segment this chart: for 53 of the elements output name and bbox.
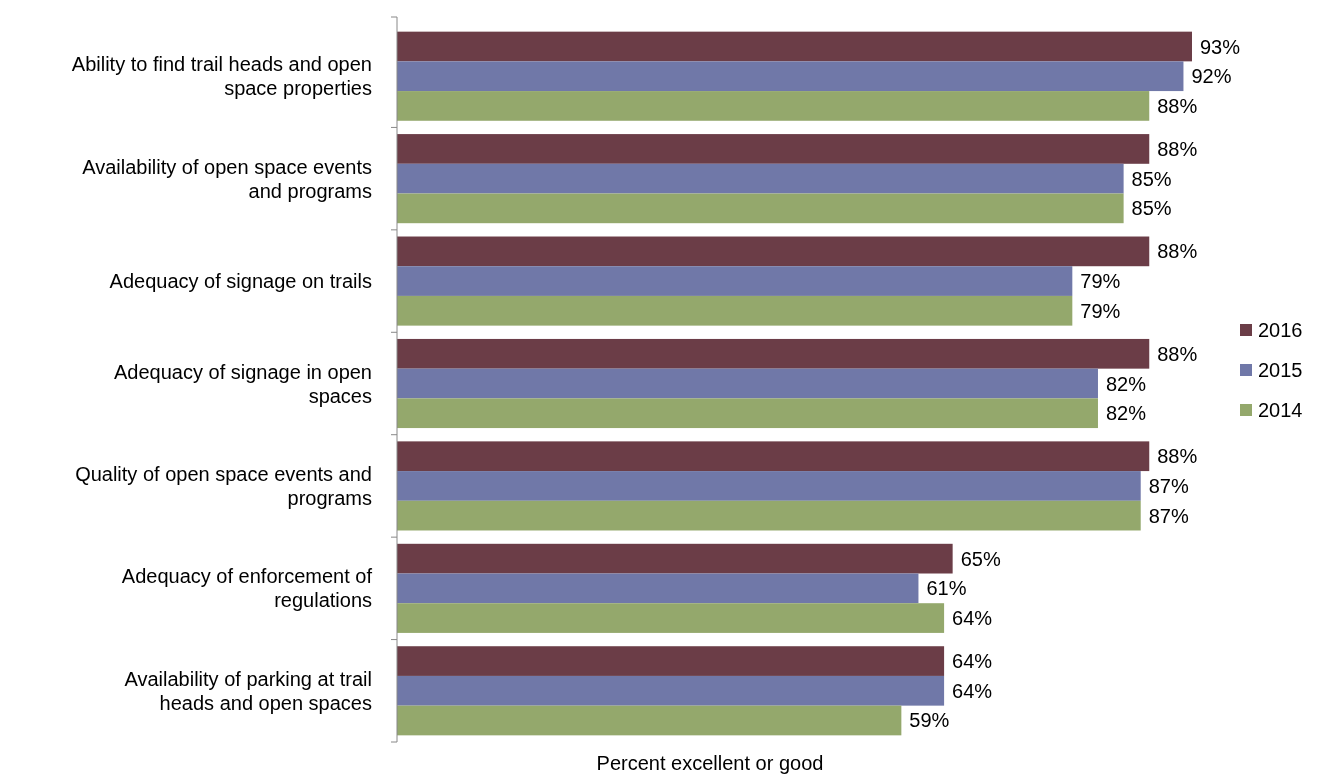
bar <box>397 134 1150 164</box>
data-label: 88% <box>1157 94 1198 117</box>
bar <box>397 31 1192 62</box>
bar <box>397 236 1150 267</box>
data-label: 88% <box>1157 240 1198 263</box>
legend-label: 2016 <box>1258 319 1303 341</box>
data-label: 85% <box>1131 167 1172 190</box>
bar <box>397 368 1098 399</box>
data-label: 64% <box>952 679 993 702</box>
legend-label: 2014 <box>1258 399 1303 421</box>
bar <box>397 61 1184 92</box>
bar <box>397 646 945 676</box>
y-tick-label: Adequacy of enforcement of regulations <box>121 565 373 612</box>
data-label: 64% <box>952 607 993 630</box>
bar <box>397 163 1124 194</box>
bar <box>397 603 945 633</box>
y-tick-label: Availability of parking at trail heads and open spaces <box>124 667 372 714</box>
data-label: 82% <box>1105 372 1147 395</box>
y-tick-label: Adequacy of signage in open spaces <box>114 360 372 407</box>
y-tick-label: Availability of open space events and programs <box>82 155 372 202</box>
bar <box>397 398 1098 429</box>
y-tick-label: Quality of open space events and programs <box>75 462 372 509</box>
bar <box>397 338 1150 369</box>
data-label: 82% <box>1105 402 1147 425</box>
bar <box>397 91 1150 121</box>
data-label: 87% <box>1148 504 1189 527</box>
data-label: 79% <box>1080 299 1121 322</box>
data-label: 64% <box>952 650 993 673</box>
bar <box>397 441 1150 472</box>
data-label: 65% <box>960 547 1001 570</box>
bar <box>397 193 1124 224</box>
data-label: 93% <box>1200 35 1241 58</box>
bar <box>397 295 1073 326</box>
data-label: 87% <box>1148 474 1189 497</box>
bar <box>397 471 1141 501</box>
legend-label: 2015 <box>1258 359 1303 381</box>
bar <box>397 705 902 736</box>
y-tick-label: Adequacy of signage on trails <box>109 270 372 293</box>
y-tick-label: Ability to find trail heads and open space properties <box>71 53 372 100</box>
data-label: 79% <box>1080 270 1121 293</box>
data-label: 59% <box>909 709 950 732</box>
data-label: 85% <box>1131 197 1172 220</box>
bar <box>397 500 1141 531</box>
data-label: 88% <box>1157 445 1198 468</box>
data-label: 61% <box>926 577 967 600</box>
bar <box>397 675 945 706</box>
bar <box>397 543 953 574</box>
bar <box>397 573 919 604</box>
data-label: 88% <box>1157 137 1198 160</box>
data-label: 88% <box>1157 342 1198 365</box>
x-axis-title: Percent excellent or good <box>596 752 824 774</box>
bar <box>397 266 1073 296</box>
data-label: 92% <box>1191 65 1232 88</box>
